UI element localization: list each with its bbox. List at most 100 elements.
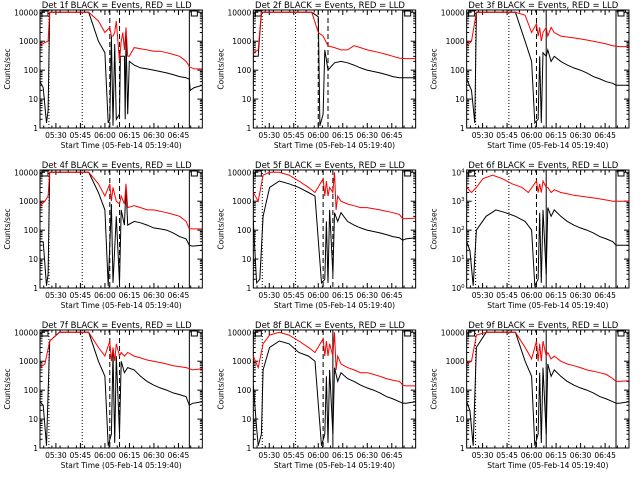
x-tick-label: 06:15	[545, 291, 567, 300]
x-tick-label: 06:45	[381, 451, 403, 460]
y-tick-label: 1	[460, 444, 465, 453]
interval-marker	[404, 170, 412, 177]
y-tick-label: 10000	[227, 8, 251, 17]
panel-title: Det 9f BLACK = Events, RED = LLD	[468, 321, 618, 331]
detector-panel-3: Det 3f BLACK = Events, RED = LLD 1 10 100 10…	[430, 1, 630, 150]
series-line-lld	[253, 11, 416, 60]
y-tick-label: 1000	[19, 357, 38, 366]
x-axis-label: Start Time (05-Feb-14 05:19:40)	[274, 141, 395, 150]
series-line-lld	[40, 331, 203, 371]
y-axis-label: Counts/sec	[216, 368, 225, 409]
y-tick-label: 100	[24, 66, 39, 75]
x-tick-label: 06:00	[521, 451, 543, 460]
x-tick-label: 06:30	[143, 451, 165, 460]
x-tick-label: 06:15	[332, 451, 354, 460]
plot-frame	[252, 329, 417, 449]
x-tick-label: 06:00	[307, 131, 329, 140]
y-tick-label: 10000	[14, 8, 38, 17]
x-tick-label: 06:00	[521, 291, 543, 300]
x-tick-label: 06:45	[594, 451, 616, 460]
interval-marker	[41, 10, 49, 17]
y-axis-label: Counts/sec	[3, 368, 12, 409]
plot-frame	[466, 329, 630, 449]
y-tick-label: 104	[452, 168, 466, 177]
y-tick-label: 1000	[19, 197, 38, 206]
x-tick-label: 06:45	[381, 291, 403, 300]
x-tick-label: 06:30	[570, 451, 592, 460]
interval-marker	[41, 330, 49, 337]
series-line-lld	[253, 171, 416, 220]
y-tick-label: 100	[24, 386, 39, 395]
y-axis-label: Counts/sec	[216, 48, 225, 89]
plot-frame	[39, 169, 203, 289]
x-tick-label: 06:30	[143, 131, 165, 140]
y-tick-label: 100	[237, 226, 252, 235]
panel-title: Det 1f BLACK = Events, RED = LLD	[42, 1, 192, 11]
y-axis-label: Counts/sec	[3, 208, 12, 249]
y-tick-label: 100	[450, 66, 465, 75]
series-line-lld	[40, 11, 203, 70]
panel-title: Det 4f BLACK = Events, RED = LLD	[42, 161, 192, 171]
series-line-lld	[466, 174, 629, 202]
x-tick-label: 06:15	[545, 451, 567, 460]
x-tick-label: 06:30	[356, 291, 378, 300]
y-tick-label: 100	[237, 66, 252, 75]
x-tick-label: 06:45	[594, 131, 616, 140]
interval-marker	[468, 10, 476, 17]
y-tick-label: 10000	[227, 328, 251, 337]
x-tick-label: 06:45	[168, 291, 190, 300]
y-axis-label: Counts/sec	[3, 48, 12, 89]
x-tick-label: 05:30	[258, 291, 280, 300]
x-tick-label: 06:15	[332, 131, 354, 140]
series-line-events	[40, 171, 203, 286]
interval-marker	[41, 170, 49, 177]
y-tick-label: 1000	[446, 357, 465, 366]
plot-frame	[466, 9, 630, 129]
y-tick-label: 10000	[14, 328, 38, 337]
interval-marker	[190, 10, 198, 17]
interval-marker	[617, 330, 625, 337]
detector-panel-8: Det 8f BLACK = Events, RED = LLD 1 10 100 10…	[216, 321, 417, 470]
y-tick-label: 1000	[232, 37, 251, 46]
series-line-events	[253, 340, 416, 446]
y-tick-label: 10000	[227, 168, 251, 177]
series-line-events	[466, 207, 629, 288]
panel-title: Det 7f BLACK = Events, RED = LLD	[42, 321, 192, 331]
x-tick-label: 06:15	[119, 451, 141, 460]
x-tick-label: 06:30	[570, 131, 592, 140]
series-line-events	[253, 180, 416, 285]
interval-marker	[254, 10, 262, 17]
plot-frame	[252, 9, 417, 129]
y-tick-label: 1	[247, 444, 252, 453]
y-axis-label: Counts/sec	[430, 368, 439, 409]
series-line-events	[466, 11, 629, 125]
panel-title: Det 2f BLACK = Events, RED = LLD	[255, 1, 405, 11]
x-tick-label: 06:00	[307, 291, 329, 300]
interval-marker	[254, 330, 262, 337]
x-tick-label: 06:45	[168, 451, 190, 460]
y-tick-label: 103	[452, 197, 466, 206]
detector-panel-5: Det 5f BLACK = Events, RED = LLD 1 10 100 10…	[216, 161, 417, 310]
x-tick-label: 05:45	[283, 291, 305, 300]
x-axis-label: Start Time (05-Feb-14 05:19:40)	[61, 461, 182, 470]
y-tick-label: 1	[460, 124, 465, 133]
y-tick-label: 1	[247, 124, 252, 133]
x-axis-label: Start Time (05-Feb-14 05:19:40)	[61, 141, 182, 150]
y-axis-label: Counts/sec	[430, 48, 439, 89]
y-tick-label: 1000	[232, 197, 251, 206]
x-axis-label: Start Time (05-Feb-14 05:19:40)	[61, 301, 182, 310]
interval-marker	[254, 170, 262, 177]
y-tick-label: 10	[242, 255, 252, 264]
x-tick-label: 05:30	[472, 131, 494, 140]
x-tick-label: 06:00	[521, 131, 543, 140]
panel-title: Det 5f BLACK = Events, RED = LLD	[255, 161, 405, 171]
interval-marker	[468, 330, 476, 337]
y-tick-label: 10	[28, 415, 38, 424]
y-tick-label: 1	[33, 124, 38, 133]
x-tick-label: 06:30	[356, 451, 378, 460]
series-line-events	[40, 11, 203, 126]
x-tick-label: 06:00	[94, 291, 116, 300]
interval-marker	[617, 10, 625, 17]
series-line-lld	[40, 171, 203, 230]
